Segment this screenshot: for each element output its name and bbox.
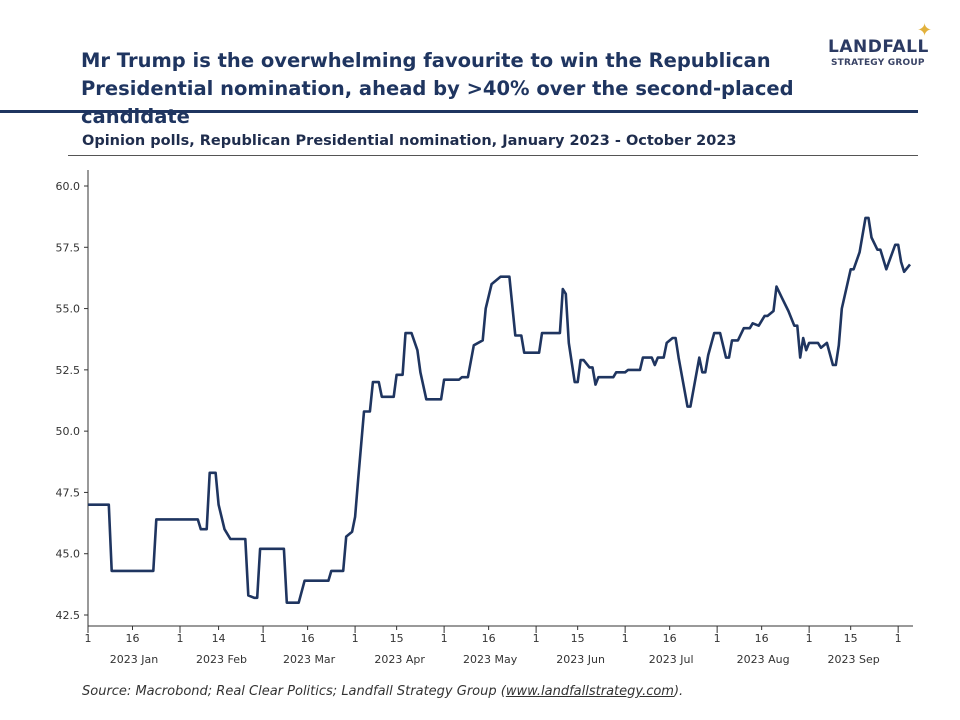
y-tick-label: 55.0 xyxy=(56,303,81,316)
x-month-label: 2023 Jan xyxy=(110,653,158,666)
source-suffix: ). xyxy=(673,684,684,699)
chart-subtitle: Opinion polls, Republican Presidential n… xyxy=(82,133,737,149)
source-note: Source: Macrobond; Real Clear Politics; … xyxy=(82,684,683,699)
x-month-label: 2023 Feb xyxy=(196,653,247,666)
y-tick-label: 60.0 xyxy=(56,180,81,193)
x-month-label: 2023 Aug xyxy=(737,653,790,666)
y-tick-label: 42.5 xyxy=(56,609,81,622)
x-tick-label: 1 xyxy=(352,632,359,645)
logo-tagline: STRATEGY GROUP xyxy=(831,58,925,68)
x-tick-label: 14 xyxy=(212,632,226,645)
x-tick-label: 1 xyxy=(806,632,813,645)
x-month-label: 2023 Jul xyxy=(649,653,694,666)
trump-poll-line xyxy=(88,216,912,604)
x-month-label: 2023 May xyxy=(463,653,518,666)
y-tick-label: 45.0 xyxy=(56,548,81,561)
y-tick-label: 50.0 xyxy=(56,425,81,438)
subtitle-divider xyxy=(68,155,918,156)
x-tick-label: 15 xyxy=(844,632,858,645)
x-month-label: 2023 Mar xyxy=(283,653,336,666)
landfall-logo: ✦ LANDFALL STRATEGY GROUP xyxy=(826,20,956,72)
y-tick-label: 47.5 xyxy=(56,486,81,499)
x-month-label: 2023 Jun xyxy=(556,653,605,666)
star-icon: ✦ xyxy=(917,20,933,41)
headline-line-1: Mr Trump is the overwhelming favourite t… xyxy=(81,49,771,72)
x-tick-label: 1 xyxy=(622,632,629,645)
logo-wordmark: LANDFALL xyxy=(828,37,929,57)
x-tick-label: 16 xyxy=(126,632,140,645)
x-tick-label: 1 xyxy=(85,632,92,645)
x-month-label: 2023 Apr xyxy=(374,653,425,666)
x-tick-label: 1 xyxy=(260,632,267,645)
x-tick-label: 15 xyxy=(390,632,404,645)
source-prefix: Source: Macrobond; Real Clear Politics; … xyxy=(82,684,506,699)
x-tick-label: 1 xyxy=(895,632,902,645)
x-month-label: 2023 Sep xyxy=(828,653,880,666)
x-tick-label: 16 xyxy=(663,632,677,645)
x-tick-label: 15 xyxy=(571,632,585,645)
x-tick-label: 16 xyxy=(301,632,315,645)
source-link[interactable]: www.landfallstrategy.com xyxy=(505,684,674,699)
y-tick-label: 57.5 xyxy=(56,241,81,254)
y-tick-label: 52.5 xyxy=(56,364,81,377)
x-tick-label: 16 xyxy=(482,632,496,645)
x-tick-label: 1 xyxy=(533,632,540,645)
chart-headline: Mr Trump is the overwhelming favourite t… xyxy=(81,47,841,131)
x-tick-label: 1 xyxy=(441,632,448,645)
x-tick-label: 16 xyxy=(755,632,769,645)
x-tick-label: 1 xyxy=(714,632,721,645)
x-tick-label: 1 xyxy=(176,632,183,645)
header-divider xyxy=(0,110,918,113)
